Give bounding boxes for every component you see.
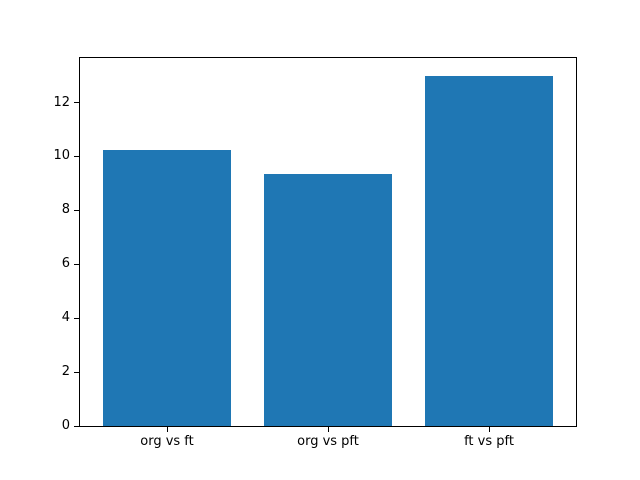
bar-org-vs-pft bbox=[263, 173, 393, 426]
y-tick-label: 2 bbox=[61, 364, 70, 380]
x-tick-label: ft vs pft bbox=[464, 434, 514, 449]
bar-org-vs-ft bbox=[102, 149, 232, 426]
bar-ft-vs-pft bbox=[424, 75, 554, 426]
y-tick-label: 8 bbox=[61, 202, 70, 218]
y-tick bbox=[74, 102, 79, 103]
x-tick-label: org vs pft bbox=[297, 434, 359, 449]
y-tick bbox=[74, 317, 79, 319]
y-tick bbox=[74, 209, 79, 211]
x-tick-label: org vs ft bbox=[140, 434, 194, 449]
y-tick bbox=[74, 155, 79, 157]
y-tick bbox=[74, 371, 79, 373]
y-tick-label: 0 bbox=[61, 418, 70, 433]
x-tick bbox=[166, 427, 168, 432]
y-tick-label: 10 bbox=[53, 148, 70, 164]
y-tick-label: 6 bbox=[61, 256, 70, 272]
y-tick-label: 12 bbox=[53, 94, 70, 110]
x-tick bbox=[488, 427, 490, 432]
y-tick-label: 4 bbox=[61, 310, 70, 326]
x-tick bbox=[327, 427, 329, 432]
y-tick bbox=[74, 263, 79, 265]
y-tick bbox=[74, 425, 79, 427]
